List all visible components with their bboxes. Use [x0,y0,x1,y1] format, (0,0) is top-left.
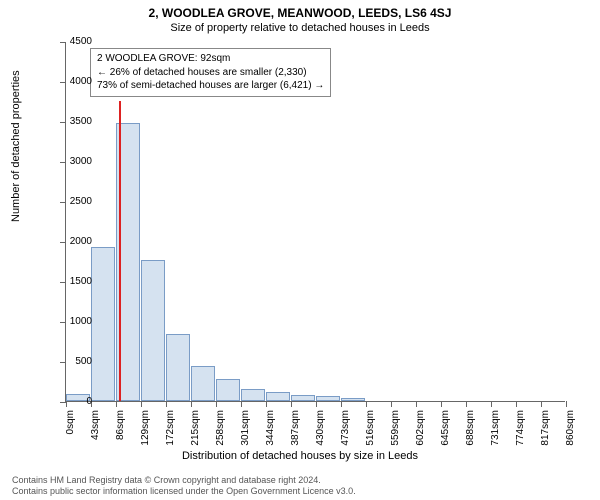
y-tick-label: 1000 [52,316,92,327]
y-tick-label: 1500 [52,276,92,287]
annotation-box: 2 WOODLEA GROVE: 92sqm← 26% of detached … [90,48,331,97]
x-tick [191,401,192,407]
x-tick [366,401,367,407]
x-tick-label: 559sqm [390,410,401,450]
annotation-line: ← 26% of detached houses are smaller (2,… [97,66,324,80]
x-tick [216,401,217,407]
x-tick-label: 645sqm [440,410,451,450]
y-tick-label: 4000 [52,76,92,87]
x-tick-label: 215sqm [190,410,201,450]
footer-line-1: Contains HM Land Registry data © Crown c… [12,475,356,487]
chart-title-main: 2, WOODLEA GROVE, MEANWOOD, LEEDS, LS6 4… [0,6,600,20]
histogram-bar [191,366,215,401]
histogram-bar [341,398,365,401]
footer-line-2: Contains public sector information licen… [12,486,356,498]
y-tick-label: 2000 [52,236,92,247]
x-tick [441,401,442,407]
x-tick-label: 172sqm [165,410,176,450]
y-axis-label: Number of detached properties [10,70,22,222]
histogram-bar [166,334,190,401]
histogram-bar [91,247,115,401]
y-tick-label: 500 [52,356,92,367]
histogram-bar [291,395,315,401]
x-tick [466,401,467,407]
x-tick-label: 129sqm [140,410,151,450]
x-tick-label: 430sqm [315,410,326,450]
histogram-bar [266,392,290,401]
x-tick-label: 86sqm [115,410,126,450]
x-tick [241,401,242,407]
x-tick [266,401,267,407]
annotation-line: 73% of semi-detached houses are larger (… [97,79,324,93]
histogram-bar [216,379,240,401]
x-tick [541,401,542,407]
x-tick-label: 602sqm [415,410,426,450]
x-tick-label: 860sqm [565,410,576,450]
x-tick [291,401,292,407]
x-tick-label: 387sqm [290,410,301,450]
x-tick-label: 301sqm [240,410,251,450]
y-tick-label: 3000 [52,156,92,167]
x-tick-label: 344sqm [265,410,276,450]
x-tick [516,401,517,407]
x-tick-label: 43sqm [90,410,101,450]
x-tick [166,401,167,407]
x-axis-label: Distribution of detached houses by size … [0,450,600,462]
x-tick-label: 731sqm [490,410,501,450]
x-tick-label: 473sqm [340,410,351,450]
x-tick-label: 516sqm [365,410,376,450]
histogram-bar [141,260,165,401]
x-tick [491,401,492,407]
histogram-bar [241,389,265,401]
x-tick [416,401,417,407]
y-tick-label: 2500 [52,196,92,207]
x-tick [391,401,392,407]
x-tick [341,401,342,407]
x-tick-label: 0sqm [65,410,76,450]
histogram-bar [316,396,340,401]
indicator-line [119,101,121,401]
x-tick-label: 774sqm [515,410,526,450]
x-tick [566,401,567,407]
footer-attribution: Contains HM Land Registry data © Crown c… [12,475,356,498]
x-tick [316,401,317,407]
chart-title-sub: Size of property relative to detached ho… [0,22,600,34]
x-tick-label: 688sqm [465,410,476,450]
x-tick [141,401,142,407]
x-tick-label: 817sqm [540,410,551,450]
annotation-line: 2 WOODLEA GROVE: 92sqm [97,52,324,66]
y-tick-label: 4500 [52,36,92,47]
x-tick [116,401,117,407]
y-tick-label: 0 [52,396,92,407]
y-tick-label: 3500 [52,116,92,127]
x-tick-label: 258sqm [215,410,226,450]
